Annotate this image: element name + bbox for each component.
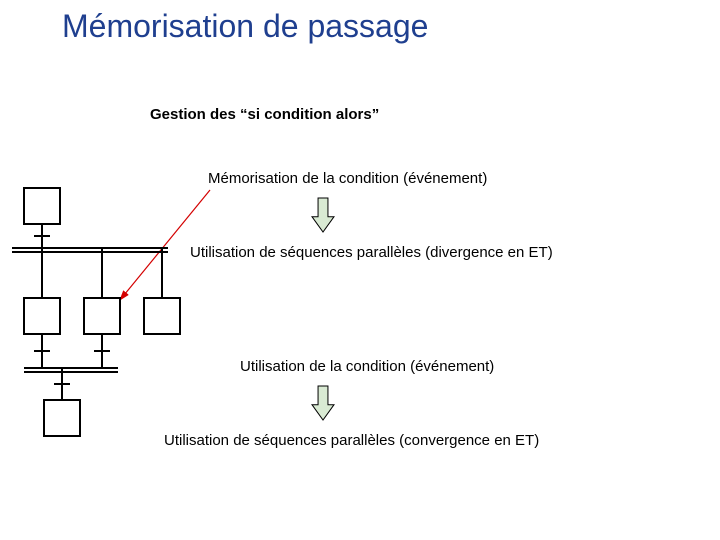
grafcet-diagram xyxy=(12,188,180,436)
grafcet-box-b xyxy=(84,298,120,334)
slide-stage: Mémorisation de passage Gestion des “si … xyxy=(0,0,720,540)
down-arrow-1-path xyxy=(312,386,334,420)
grafcet-bot-box xyxy=(44,400,80,436)
diagram-svg xyxy=(0,0,720,540)
down-arrow-0 xyxy=(312,198,334,232)
grafcet-top-box xyxy=(24,188,60,224)
grafcet-box-c xyxy=(144,298,180,334)
down-arrow-0-path xyxy=(312,198,334,232)
red-arrow xyxy=(120,190,210,300)
down-arrow-1 xyxy=(312,386,334,420)
grafcet-box-a xyxy=(24,298,60,334)
